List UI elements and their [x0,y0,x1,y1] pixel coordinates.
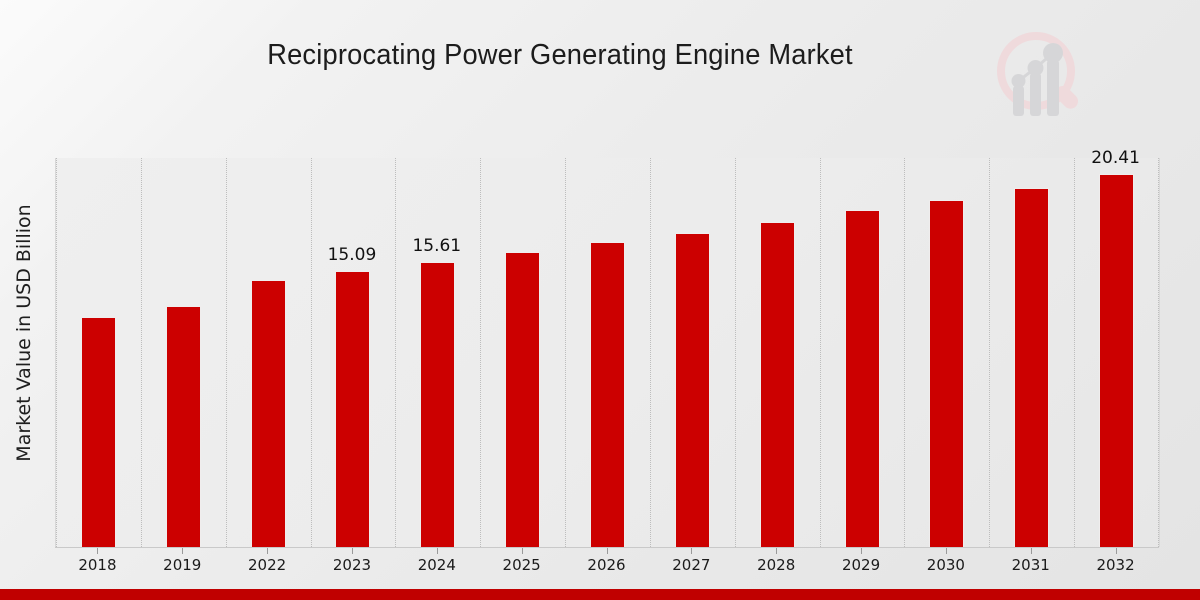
x-axis-label-2023: 2023 [332,556,372,574]
x-tick-2018 [97,548,99,554]
x-tick-2023 [351,548,353,554]
x-tick-2022 [267,548,269,554]
gridline [310,158,312,547]
bar-2028[interactable] [759,221,795,547]
x-tick-2032 [1115,548,1117,554]
x-tick-2027 [691,548,693,554]
footer-accent-bar [0,589,1200,600]
x-axis-label-2022: 2022 [248,556,287,574]
bar-2019[interactable] [165,306,201,547]
x-tick-2024 [436,548,438,554]
plot-area [55,158,1160,547]
gridline [819,158,821,547]
bar-2018[interactable] [80,316,116,547]
x-axis-label-2032: 2032 [1096,556,1135,574]
bar-2029[interactable] [844,210,880,547]
x-axis-label-2029: 2029 [841,556,881,574]
x-tick-2019 [182,548,184,554]
x-axis-label-2025: 2025 [502,556,541,574]
y-axis-label: Market Value in USD Billion [13,204,35,462]
x-tick-2030 [945,548,947,554]
bar-2032[interactable] [1099,174,1135,547]
bar-2024[interactable] [420,261,456,547]
x-tick-2028 [776,548,778,554]
gridline [1158,158,1159,547]
gridline [56,158,57,547]
logo-watermark [986,24,1090,128]
bar-2023[interactable] [335,271,371,547]
x-axis-label-2031: 2031 [1011,556,1050,574]
gridline [649,158,651,547]
x-axis-label-2030: 2030 [926,556,965,574]
x-axis-label-2027: 2027 [672,556,711,574]
x-tick-2026 [606,548,608,554]
bar-2031[interactable] [1014,188,1050,547]
gridline [225,158,227,547]
page-title: Reciprocating Power Generating Engine Ma… [267,39,853,71]
gridline [1074,158,1076,547]
x-axis-label-2024: 2024 [417,556,456,574]
x-axis-label-2019: 2019 [163,556,202,574]
gridline [734,158,736,547]
bar-2027[interactable] [674,232,710,547]
x-axis-label-2018: 2018 [78,556,117,574]
bar-value-label-2032: 20.41 [1091,148,1140,169]
x-axis-label-2026: 2026 [587,556,626,574]
x-tick-2029 [861,548,863,554]
gridline [480,158,482,547]
gridline [140,158,142,547]
bar-value-label-2023: 15.09 [327,245,377,266]
gridline [989,158,991,547]
bar-2030[interactable] [929,199,965,547]
x-tick-2025 [521,548,523,554]
gridline [565,158,567,547]
bar-growth-icon [1011,43,1063,116]
bar-value-label-2024: 15.61 [412,235,462,256]
gridline [395,158,397,547]
x-axis-label-2028: 2028 [757,556,796,574]
x-tick-2031 [1030,548,1032,554]
bar-2026[interactable] [590,242,625,547]
x-axis-line [55,547,1159,548]
bar-2022[interactable] [250,280,286,547]
gridline [904,158,906,547]
bar-2025[interactable] [505,252,541,547]
